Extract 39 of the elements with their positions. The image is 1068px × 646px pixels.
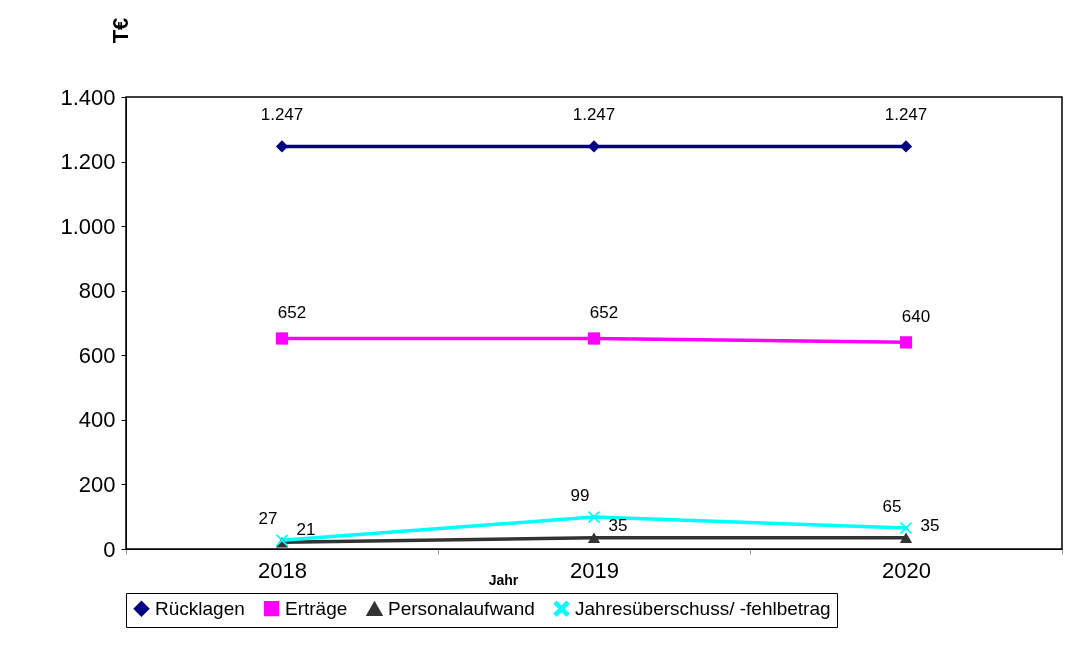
- data-label: 21: [296, 520, 316, 540]
- data-label: 652: [277, 303, 307, 323]
- x-tick-label: 2019: [570, 557, 619, 583]
- data-label: 640: [901, 307, 931, 327]
- y-tick-label: 1.400: [60, 84, 116, 110]
- legend-label: Rücklagen: [155, 597, 245, 619]
- point: [899, 140, 913, 153]
- y-tick-label: 0: [103, 536, 116, 562]
- x-tick-label: 2020: [882, 557, 931, 583]
- data-label: 35: [920, 515, 940, 535]
- point: [587, 532, 601, 543]
- y-axis-title: T€: [107, 17, 133, 44]
- point: [587, 140, 601, 153]
- point: [587, 510, 601, 524]
- y-tick-label: 200: [78, 471, 116, 497]
- y-tick-label: 1.000: [60, 213, 116, 239]
- point: [899, 521, 913, 535]
- data-label: 1.247: [884, 105, 928, 125]
- data-label: 65: [882, 497, 902, 517]
- legend-label: Personalaufwand: [388, 598, 535, 620]
- legend-label: Erträge: [285, 597, 348, 619]
- y-tick-label: 800: [78, 278, 116, 304]
- data-label: 27: [258, 509, 278, 529]
- data-label: 1.247: [260, 105, 304, 125]
- point: [587, 332, 601, 345]
- x-tick-label: 2018: [258, 557, 307, 583]
- point: [899, 336, 913, 349]
- y-tick-label: 600: [78, 342, 116, 368]
- y-tick-label: 400: [78, 407, 116, 433]
- point: [275, 140, 289, 153]
- data-label: 99: [570, 486, 590, 506]
- data-label: 652: [589, 303, 619, 323]
- data-label: 35: [608, 515, 628, 535]
- legend-label: Jahresüberschuss/ -fehlbetrag: [575, 597, 831, 619]
- x-axis-title: Jahr: [488, 571, 519, 588]
- data-label: 1.247: [572, 105, 616, 125]
- point: [275, 332, 289, 345]
- point: [899, 532, 913, 543]
- y-tick-label: 1.200: [60, 149, 116, 175]
